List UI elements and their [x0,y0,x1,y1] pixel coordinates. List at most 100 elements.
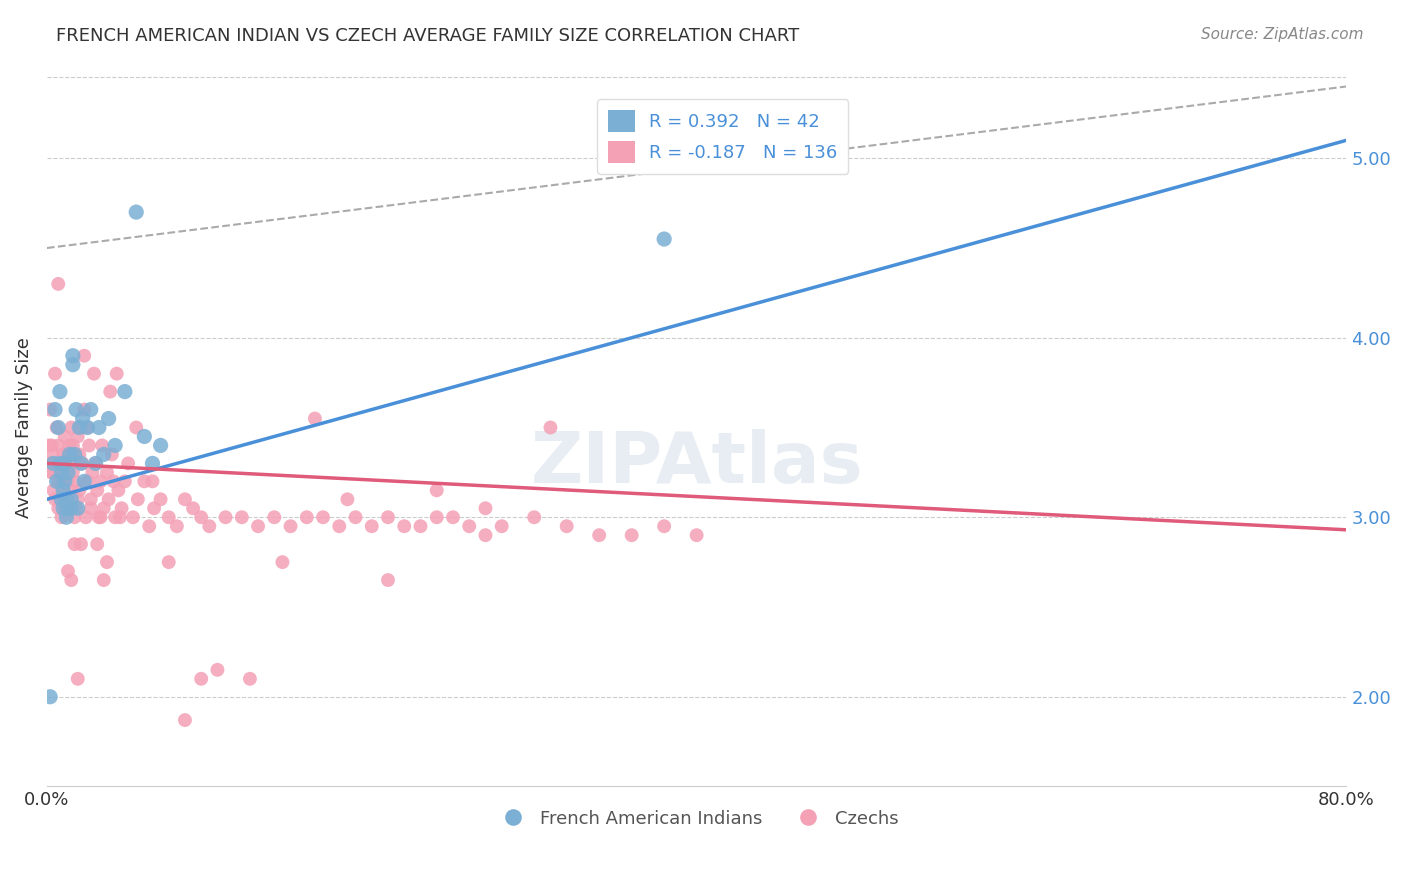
Text: FRENCH AMERICAN INDIAN VS CZECH AVERAGE FAMILY SIZE CORRELATION CHART: FRENCH AMERICAN INDIAN VS CZECH AVERAGE … [56,27,800,45]
Point [652,519,675,533]
Point [108,510,131,524]
Point [52,483,75,498]
Point [93,447,115,461]
Point [66,501,89,516]
Point [39,457,62,471]
Point [62,466,84,480]
Point [426,483,449,498]
Point [620,528,643,542]
Point [157,510,180,524]
Point [239,672,262,686]
Point [53,457,76,471]
Point [458,519,481,533]
Point [67,447,90,461]
Point [63,510,86,524]
Point [97,492,120,507]
Point [114,384,136,399]
Point [55,492,77,507]
Point [66,492,89,507]
Point [67,420,90,434]
Point [60,483,83,498]
Point [46,501,69,516]
Point [39,690,62,704]
Point [56,564,79,578]
Point [157,555,180,569]
Point [104,438,127,452]
Point [62,438,84,452]
Point [59,501,82,516]
Point [41,438,63,452]
Point [523,510,546,524]
Point [685,528,707,542]
Point [63,537,86,551]
Point [70,537,93,551]
Point [84,457,107,471]
Point [76,420,98,434]
Point [44,466,66,480]
Point [93,501,115,516]
Point [41,466,63,480]
Point [49,457,72,471]
Point [60,501,83,516]
Point [60,457,83,471]
Point [555,519,578,533]
Point [114,475,136,489]
Point [52,501,75,516]
Point [174,492,197,507]
Point [441,510,464,524]
Point [474,501,496,516]
Point [83,367,105,381]
Point [56,466,79,480]
Point [73,402,96,417]
Point [51,466,73,480]
Point [63,475,86,489]
Point [86,537,108,551]
Point [67,483,90,498]
Y-axis label: Average Family Size: Average Family Size [15,337,32,518]
Point [49,466,72,480]
Point [394,519,416,533]
Point [328,519,350,533]
Point [55,510,77,524]
Point [125,420,148,434]
Point [312,510,335,524]
Point [166,519,188,533]
Point [70,420,93,434]
Point [45,457,67,471]
Point [53,457,76,471]
Point [87,420,110,434]
Point [409,519,432,533]
Point [46,475,69,489]
Point [97,411,120,425]
Point [51,457,73,471]
Point [360,519,382,533]
Point [198,519,221,533]
Point [295,510,318,524]
Legend: French American Indians, Czechs: French American Indians, Czechs [488,803,905,835]
Point [107,483,129,498]
Point [49,492,72,507]
Point [45,420,67,434]
Point [127,492,149,507]
Point [96,555,118,569]
Point [263,510,285,524]
Point [52,447,75,461]
Point [63,447,86,461]
Point [39,402,62,417]
Point [96,466,118,480]
Point [73,475,96,489]
Point [207,663,229,677]
Point [53,429,76,443]
Point [149,492,172,507]
Point [52,475,75,489]
Point [138,519,160,533]
Point [52,483,75,498]
Point [214,510,236,524]
Point [190,672,212,686]
Point [80,501,103,516]
Point [46,420,69,434]
Point [59,438,82,452]
Point [117,457,139,471]
Point [134,429,156,443]
Point [336,492,359,507]
